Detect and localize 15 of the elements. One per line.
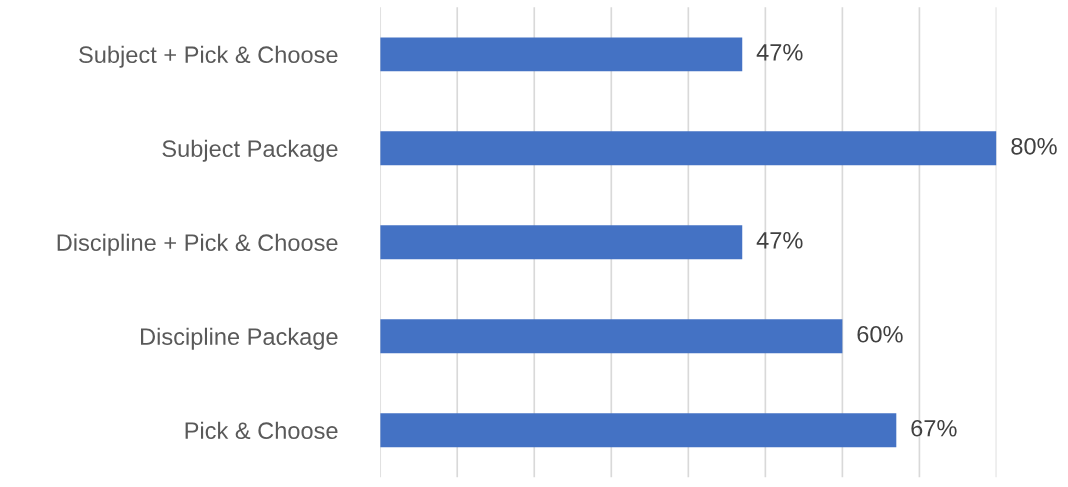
bar [380, 225, 743, 260]
y-tick-label: Discipline + Pick & Choose [57, 233, 338, 256]
data-label: 80% [1011, 137, 1057, 155]
bar [380, 319, 843, 354]
bar [380, 413, 897, 448]
data-label: 67% [911, 419, 957, 437]
bar [380, 37, 743, 72]
data-label: 60% [857, 325, 903, 343]
data-label: 47% [756, 232, 803, 249]
y-tick-label: Subject Package [162, 139, 338, 162]
data-label: 47% [756, 44, 803, 61]
y-tick-label: Subject + Pick & Choose [79, 45, 338, 68]
y-tick-label: Discipline Package [141, 327, 338, 350]
y-tick-label: Pick & Choose [185, 421, 338, 440]
bar [380, 131, 997, 166]
